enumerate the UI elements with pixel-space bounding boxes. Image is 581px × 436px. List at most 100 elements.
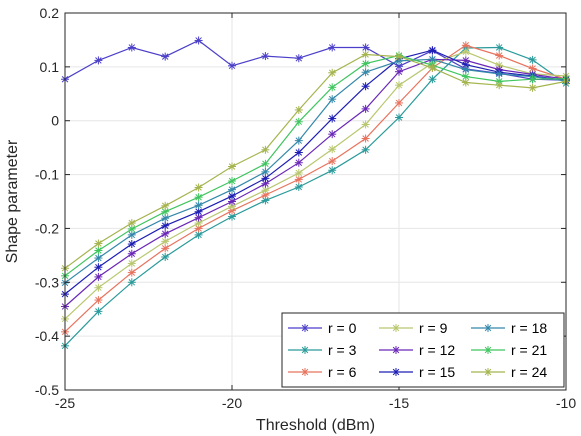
data-point: [294, 54, 303, 63]
series-line: [64, 53, 567, 269]
series-line: [64, 54, 567, 277]
data-point: [294, 105, 303, 114]
data-point: [228, 177, 236, 186]
data-point: [228, 162, 236, 171]
data-point: [528, 64, 537, 73]
legend-entry: r = 3: [288, 342, 357, 358]
data-point: [161, 244, 170, 253]
legend-box: [281, 312, 565, 388]
data-point: [127, 43, 136, 52]
series-line: [64, 49, 567, 295]
legend-label: r = 6: [328, 364, 357, 380]
data-point: [328, 114, 337, 123]
data-point: [127, 219, 136, 228]
data-point: [361, 134, 370, 143]
data-point: [328, 68, 337, 77]
data-point: [528, 75, 537, 84]
y-tick-label: -0.3: [35, 274, 59, 290]
data-point: [161, 207, 170, 216]
data-point: [294, 182, 303, 191]
x-tick-label: -15: [389, 395, 409, 411]
data-point: [228, 197, 236, 206]
series-line: [64, 58, 567, 307]
data-point: [361, 120, 370, 129]
data-point: [127, 230, 136, 239]
data-point: [461, 78, 470, 87]
data-point: [395, 52, 403, 61]
y-tick-label: -0.4: [35, 328, 59, 344]
data-point: [461, 65, 470, 74]
data-point: [261, 167, 270, 176]
data-point: [161, 229, 170, 238]
data-point: [361, 104, 370, 113]
legend-label: r = 18: [511, 320, 547, 336]
y-tick-label: -0.2: [35, 220, 59, 236]
data-point: [94, 272, 103, 281]
data-point: [228, 185, 236, 194]
series-line: [64, 44, 567, 333]
data-point: [495, 51, 504, 60]
data-point: [495, 69, 504, 78]
data-point: [361, 43, 370, 52]
y-tick-label: 0.2: [40, 5, 60, 21]
series-line: [64, 58, 567, 284]
data-point: [361, 145, 370, 154]
data-point: [194, 183, 203, 192]
legend-marker: [301, 346, 309, 354]
data-point: [161, 252, 170, 261]
data-point: [127, 268, 136, 277]
legend-label: r = 15: [419, 364, 455, 380]
legend-label: r = 21: [511, 342, 547, 358]
data-point: [428, 75, 437, 84]
data-point: [94, 296, 103, 305]
legend-entry: r = 24: [471, 364, 547, 380]
data-point: [94, 263, 103, 272]
legend-marker: [484, 368, 492, 376]
x-tick-label: -10: [556, 395, 576, 411]
data-point: [228, 202, 236, 211]
data-point: [294, 148, 303, 157]
series-7: [61, 55, 570, 287]
legend-entry: r = 15: [379, 364, 455, 380]
legend-marker: [484, 346, 492, 354]
data-point: [395, 98, 403, 107]
data-point: [228, 61, 236, 70]
legend-marker: [301, 324, 309, 332]
data-point: [94, 56, 103, 65]
data-point: [161, 52, 170, 61]
data-point: [328, 83, 337, 92]
series-4: [61, 47, 570, 323]
y-axis-label: Shape parameter: [4, 139, 21, 263]
data-point: [428, 63, 437, 72]
data-point: [294, 158, 303, 167]
data-point: [194, 201, 203, 210]
x-axis-label: Threshold (dBm): [256, 417, 375, 434]
legend-marker: [484, 324, 492, 332]
data-point: [94, 307, 103, 316]
data-point: [328, 166, 337, 175]
series-line: [64, 51, 567, 320]
data-point: [127, 249, 136, 258]
legend-entry: r = 12: [379, 342, 455, 358]
data-point: [294, 136, 303, 145]
data-point: [495, 43, 504, 52]
data-point: [161, 237, 170, 246]
x-tick-label: -20: [222, 395, 242, 411]
legend-marker: [392, 324, 400, 332]
data-point: [361, 59, 370, 68]
data-point: [194, 36, 203, 45]
y-tick-label: 0: [51, 113, 59, 129]
legend-label: r = 24: [511, 364, 547, 380]
series-line: [64, 46, 567, 347]
y-tick-label: -0.5: [35, 382, 59, 398]
data-point: [127, 278, 136, 287]
data-point: [294, 117, 303, 126]
legend-entry: r = 21: [471, 342, 547, 358]
legend-label: r = 9: [419, 320, 448, 336]
legend-marker: [392, 346, 400, 354]
ticks: -25 -20 -15 -10 -0.5 -0.4 -0.3 -0.2 -0.1 0 0.1 0.2: [35, 5, 576, 411]
data-point: [395, 81, 403, 90]
data-point: [528, 83, 537, 92]
y-tick-label: 0.1: [40, 59, 60, 75]
y-tick-label: -0.1: [35, 167, 59, 183]
